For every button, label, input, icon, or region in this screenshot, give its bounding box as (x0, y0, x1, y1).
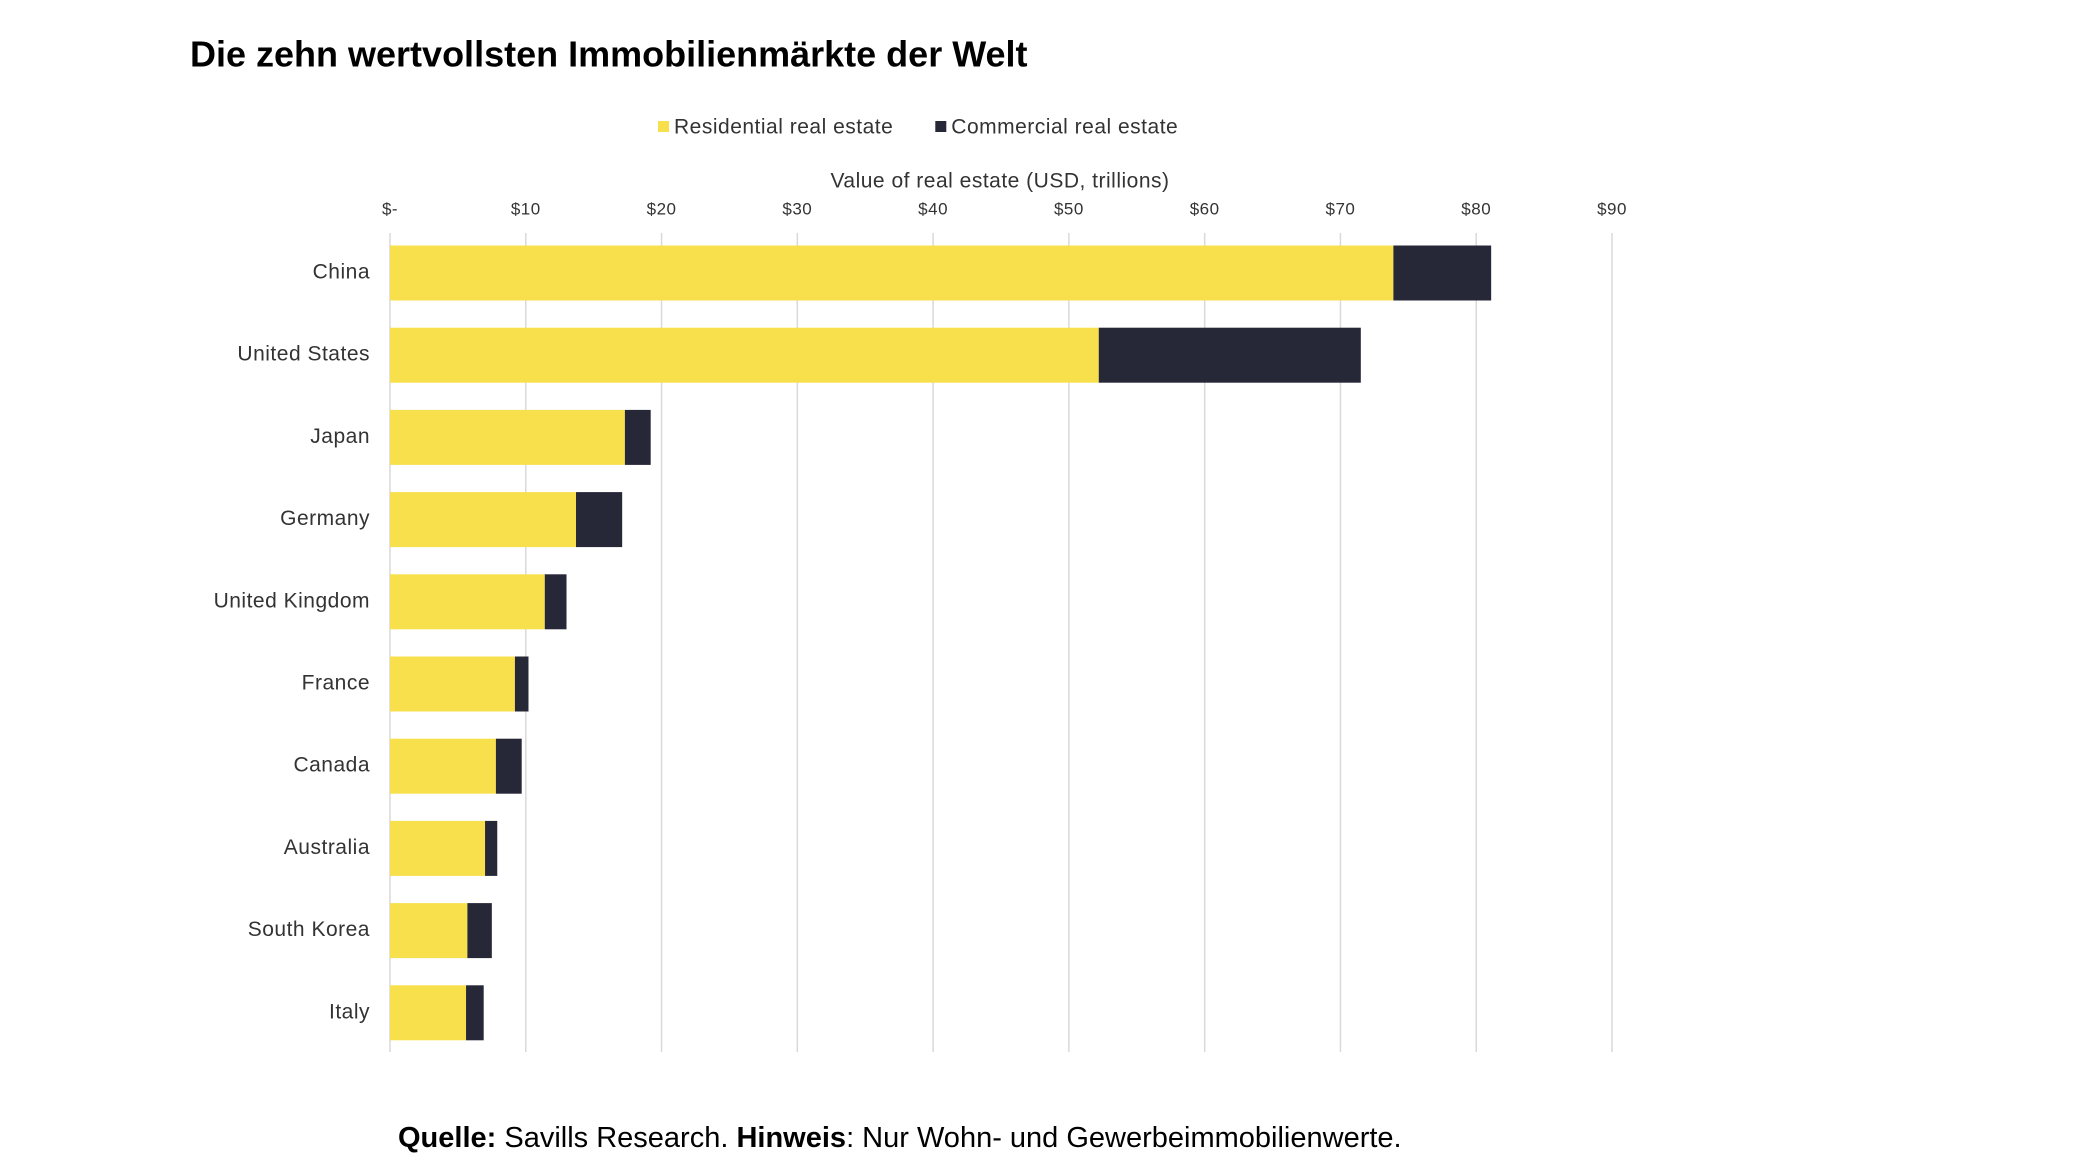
x-axis-label: Value of real estate (USD, trillions) (830, 170, 1169, 193)
note-label: Hinweis (736, 1122, 846, 1154)
bar-segment (390, 492, 577, 548)
bar-segment (390, 409, 625, 465)
x-tick-label: $40 (918, 199, 948, 218)
bar-segment (390, 985, 467, 1041)
bar-segment (1393, 245, 1492, 301)
source-label: Quelle: (398, 1122, 496, 1154)
legend-swatch (658, 121, 669, 132)
category-label: United States (237, 343, 370, 366)
legend-label: Commercial real estate (951, 116, 1178, 139)
bar-segment (467, 903, 492, 959)
category-label: Australia (284, 836, 370, 859)
note-text: : Nur Wohn- und Gewerbeimmobilienwerte. (846, 1122, 1402, 1154)
category-label: South Korea (248, 918, 370, 941)
bar-segment (485, 820, 498, 876)
bar-segment (576, 492, 623, 548)
footnote: Quelle: Savills Research. Hinweis: Nur W… (398, 1122, 1402, 1154)
x-tick-label: $70 (1326, 199, 1356, 218)
category-label: Germany (280, 507, 370, 530)
bar-segment (514, 656, 529, 712)
x-tick-label: $90 (1597, 199, 1627, 218)
bar-segment (390, 574, 545, 630)
source-text: Savills Research. (496, 1122, 736, 1154)
bar-segment (466, 985, 484, 1041)
x-tick-label: $- (382, 199, 398, 218)
bar-segment (544, 574, 567, 630)
x-tick-label: $10 (511, 199, 541, 218)
legend-label: Residential real estate (674, 116, 893, 139)
category-label: Japan (310, 425, 370, 448)
bar-segment (390, 245, 1394, 301)
category-label: Italy (329, 1000, 370, 1023)
legend-swatch (935, 121, 947, 132)
x-tick-label: $20 (647, 199, 677, 218)
bar-segment (390, 738, 496, 794)
bar-segment (495, 738, 522, 794)
x-tick-label: $60 (1190, 199, 1220, 218)
bar-segment (390, 903, 468, 959)
x-tick-label: $80 (1461, 199, 1491, 218)
category-label: France (302, 672, 370, 695)
bar-segment (390, 327, 1099, 383)
category-label: United Kingdom (214, 589, 370, 612)
bar-segment (1098, 327, 1361, 383)
bar-segment (624, 409, 651, 465)
bar-segment (390, 656, 515, 712)
chart-title: Die zehn wertvollsten Immobilienmärkte d… (190, 34, 1028, 75)
bar-segment (390, 820, 486, 876)
category-label: China (313, 261, 370, 284)
x-tick-label: $30 (782, 199, 812, 218)
x-tick-label: $50 (1054, 199, 1084, 218)
category-label: Canada (293, 754, 370, 777)
